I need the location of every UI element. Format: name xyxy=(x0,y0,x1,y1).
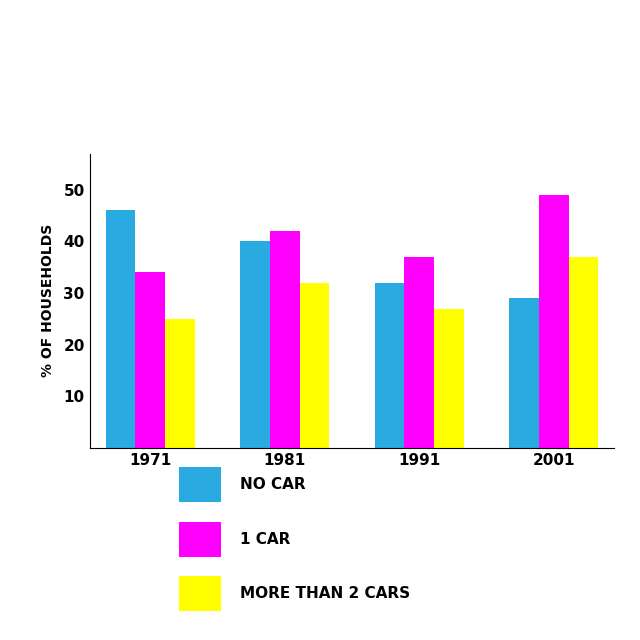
Text: between 1971 and 2001.: between 1971 and 2001. xyxy=(10,38,177,51)
Bar xyxy=(539,195,569,448)
Bar xyxy=(270,231,300,448)
Y-axis label: % OF HOUSEHOLDS: % OF HOUSEHOLDS xyxy=(41,224,55,378)
Bar xyxy=(165,319,195,448)
Text: comparisons where relevant.: comparisons where relevant. xyxy=(10,97,204,110)
Bar xyxy=(509,298,539,448)
Text: 1 CAR: 1 CAR xyxy=(240,532,291,547)
Bar xyxy=(569,257,598,448)
FancyBboxPatch shape xyxy=(179,576,221,611)
Bar xyxy=(375,283,404,448)
Text: MORE THAN 2 CARS: MORE THAN 2 CARS xyxy=(240,586,410,601)
Bar xyxy=(135,273,165,448)
Text: Summarise the information by selecting and reporting the main features, and make: Summarise the information by selecting a… xyxy=(10,70,570,83)
Bar xyxy=(106,211,135,448)
Bar xyxy=(240,241,270,448)
Bar xyxy=(404,257,434,448)
Text: NO CAR: NO CAR xyxy=(240,477,306,492)
Bar xyxy=(300,283,329,448)
Polygon shape xyxy=(333,61,640,134)
FancyBboxPatch shape xyxy=(179,522,221,557)
Text: The bar chart shows the percentage of households with cars in a European country: The bar chart shows the percentage of ho… xyxy=(10,11,566,24)
FancyBboxPatch shape xyxy=(179,467,221,502)
Bar xyxy=(434,308,464,448)
